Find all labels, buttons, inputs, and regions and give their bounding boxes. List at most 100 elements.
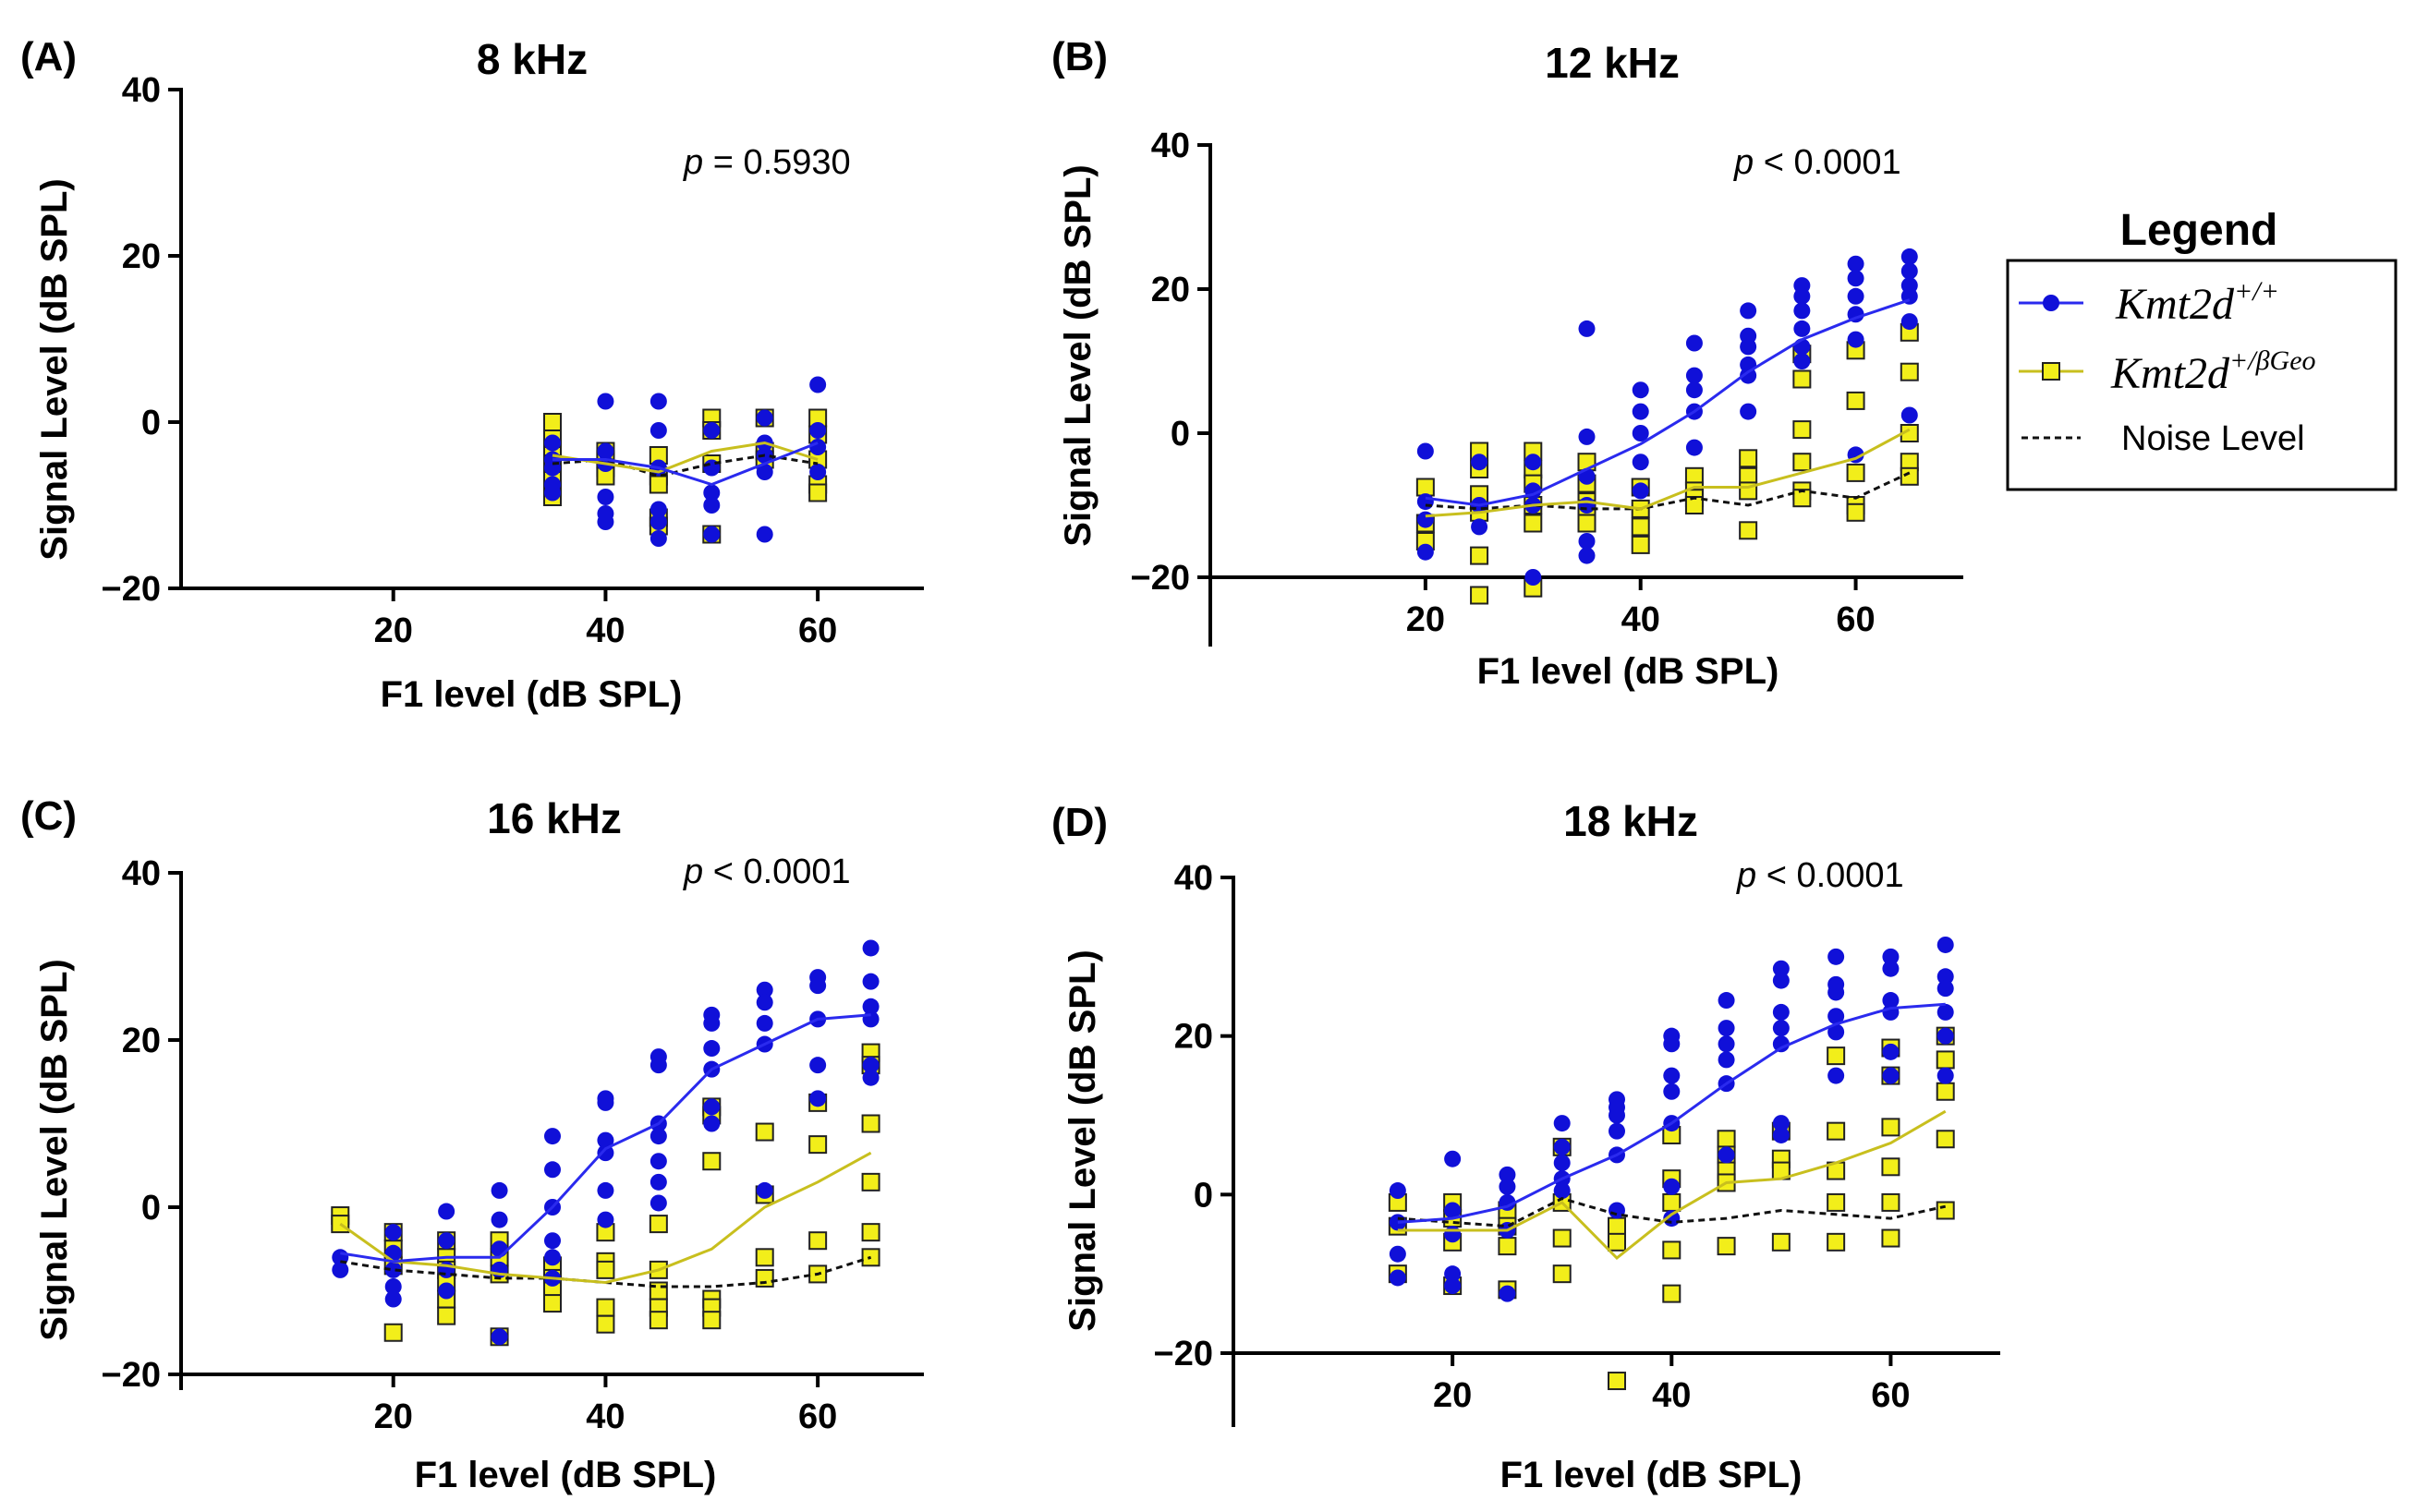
panel-d-wt-point (1772, 1035, 1790, 1053)
panel-d: (D) 18 kHz p < 0.0001 F1 level (dB SPL) … (1051, 797, 2000, 1495)
panel-c-mut-point (543, 1294, 562, 1313)
panel-b-wt-point (1578, 497, 1596, 514)
panel-b-wt-point (1416, 493, 1434, 511)
panel-d-wt-point (1553, 1138, 1571, 1155)
panel-d-wt-point (1663, 1178, 1681, 1195)
panel-d-mut-point (1608, 1372, 1626, 1391)
panel-d-mut-mean-line (1397, 1109, 1947, 1261)
panel-d-wt-point (1882, 1067, 1900, 1084)
panel-a-mut-point (808, 483, 828, 502)
panel-c-mut-point (649, 1311, 668, 1330)
panel-a-mut-mean-line (552, 441, 819, 474)
panel-d-wt-point (1772, 972, 1790, 989)
panel-d-y-tick-label: 0 (1194, 1176, 1213, 1215)
panel-c-p-value: p < 0.0001 (683, 853, 851, 891)
panel-a-wt-point (703, 497, 721, 514)
panel-d-mut-point (1936, 1130, 1955, 1149)
panel-c-wt-point (703, 1040, 721, 1058)
panel-d-mut-point (1662, 1240, 1681, 1260)
panel-c-mut-point (755, 1268, 774, 1288)
panel-b-mut-point (1792, 420, 1812, 440)
panel-d-mut-point (1827, 1121, 1846, 1141)
panel-b-wt-point (1685, 381, 1703, 399)
panel-d-mut-point (1936, 1201, 1955, 1220)
panel-c-x-axis-title: F1 level (dB SPL) (415, 1455, 717, 1495)
panel-b-wt-point (1632, 381, 1649, 399)
panel-b-x-axis-title: F1 level (dB SPL) (1477, 651, 1779, 692)
panel-b-mut-point (1739, 521, 1758, 540)
panel-d-wt-point (1553, 1155, 1571, 1171)
panel-c-wt-point (650, 1173, 667, 1191)
panel-b-wt-point (1632, 482, 1649, 500)
panel-b-mut-point (1739, 449, 1758, 468)
panel-d-mut-point (1827, 1192, 1846, 1212)
panel-a-mut-point (543, 413, 562, 431)
panel-d-wt-point (1882, 948, 1900, 965)
panel-c-mut-mean-line (339, 1151, 872, 1285)
panel-d-wt-point (1718, 992, 1735, 1010)
panel-a-y-axis-title: Signal Level (dB SPL) (34, 178, 75, 560)
panel-c-wt-point (862, 973, 880, 990)
panel-d-mut-point (1771, 1232, 1791, 1252)
panel-c-wt-point (756, 1014, 773, 1032)
panel-b-wt-point (1685, 334, 1703, 352)
panel-d-wt-point (1444, 1277, 1462, 1295)
panel-c-wt-point (384, 1290, 402, 1308)
panel-b-wt-point (1740, 367, 1757, 384)
panel-d-wt-point (1499, 1285, 1516, 1302)
panel-b-wt-point (1847, 331, 1864, 348)
panel-c-wt-point (809, 1090, 827, 1107)
panel-a-wt-point (650, 501, 667, 518)
panel-a-title: 8 kHz (477, 35, 588, 83)
panel-d-wt-point (1882, 960, 1900, 977)
panel-b: (B) 12 kHz p < 0.0001 F1 level (dB SPL) … (1051, 34, 1963, 692)
panel-d-wt-point (1936, 936, 1954, 953)
panel-c-wt-point (597, 1094, 614, 1111)
panel-d-wt-point (1718, 1035, 1735, 1053)
panel-c-wt-point (650, 1153, 667, 1170)
panel-d-p-value: p < 0.0001 (1736, 856, 1904, 895)
panel-b-wt-point (1578, 320, 1596, 337)
panel-d-noise-line (1397, 1196, 1947, 1228)
panel-c-wt-point (384, 1261, 402, 1278)
panel-b-wt-point (1471, 518, 1488, 536)
panel-a-wt-point (703, 422, 721, 439)
panel-d-mut-point (1881, 1192, 1900, 1212)
panel-c-mut-point (702, 1311, 722, 1330)
panel-c-wt-point (756, 1181, 773, 1199)
panel-c-wt-point (756, 981, 773, 998)
panel-c-x-tick-label: 60 (798, 1397, 837, 1436)
panel-c-wt-point (491, 1328, 508, 1346)
panel-c-y-axis-title: Signal Level (dB SPL) (34, 959, 75, 1340)
panel-d-mut-point (1662, 1284, 1681, 1303)
panel-d-y-tick-label: −20 (1154, 1335, 1213, 1373)
panel-c-mut-point (861, 1172, 880, 1191)
panel-b-title: 12 kHz (1545, 39, 1680, 87)
panel-d-wt-point (1553, 1115, 1571, 1132)
panel-a-x-tick-label: 20 (374, 611, 413, 650)
panel-b-wt-point (1416, 511, 1434, 528)
panel-c-mut-point (596, 1298, 615, 1317)
panel-d-mut-point (1552, 1264, 1572, 1284)
panel-d-x-axis-title: F1 level (dB SPL) (1500, 1455, 1803, 1495)
panel-b-x-tick-label: 40 (1621, 600, 1660, 639)
panel-c-wt-point (862, 998, 880, 1015)
legend: Legend Kmt2d+/+ Kmt2d+/βGeo Noise Level (2006, 206, 2398, 491)
panel-c-mut-point (808, 1231, 828, 1251)
panel-c-y-tick-label: −20 (102, 1356, 161, 1395)
panel-c-wt-point (384, 1224, 402, 1241)
panel-c-wt-point (544, 1128, 561, 1145)
panel-b-wt-point (1632, 425, 1649, 442)
panel-d-wt-point (1389, 1245, 1406, 1263)
panel-a-mut-point (649, 475, 668, 494)
panel-c-wt-point (650, 1194, 667, 1212)
panel-d-mut-point (1717, 1237, 1736, 1256)
panel-c-mut-point (383, 1323, 403, 1342)
panel-b-y-tick-label: 40 (1151, 127, 1190, 165)
panel-c-wt-point (544, 1232, 561, 1250)
panel-b-mut-point (1792, 369, 1812, 389)
panel-c-y-tick-label: 0 (141, 1189, 161, 1228)
panel-b-wt-point (1578, 533, 1596, 550)
panel-c-mut-point (861, 1223, 880, 1242)
panel-c-wt-point (438, 1232, 455, 1250)
